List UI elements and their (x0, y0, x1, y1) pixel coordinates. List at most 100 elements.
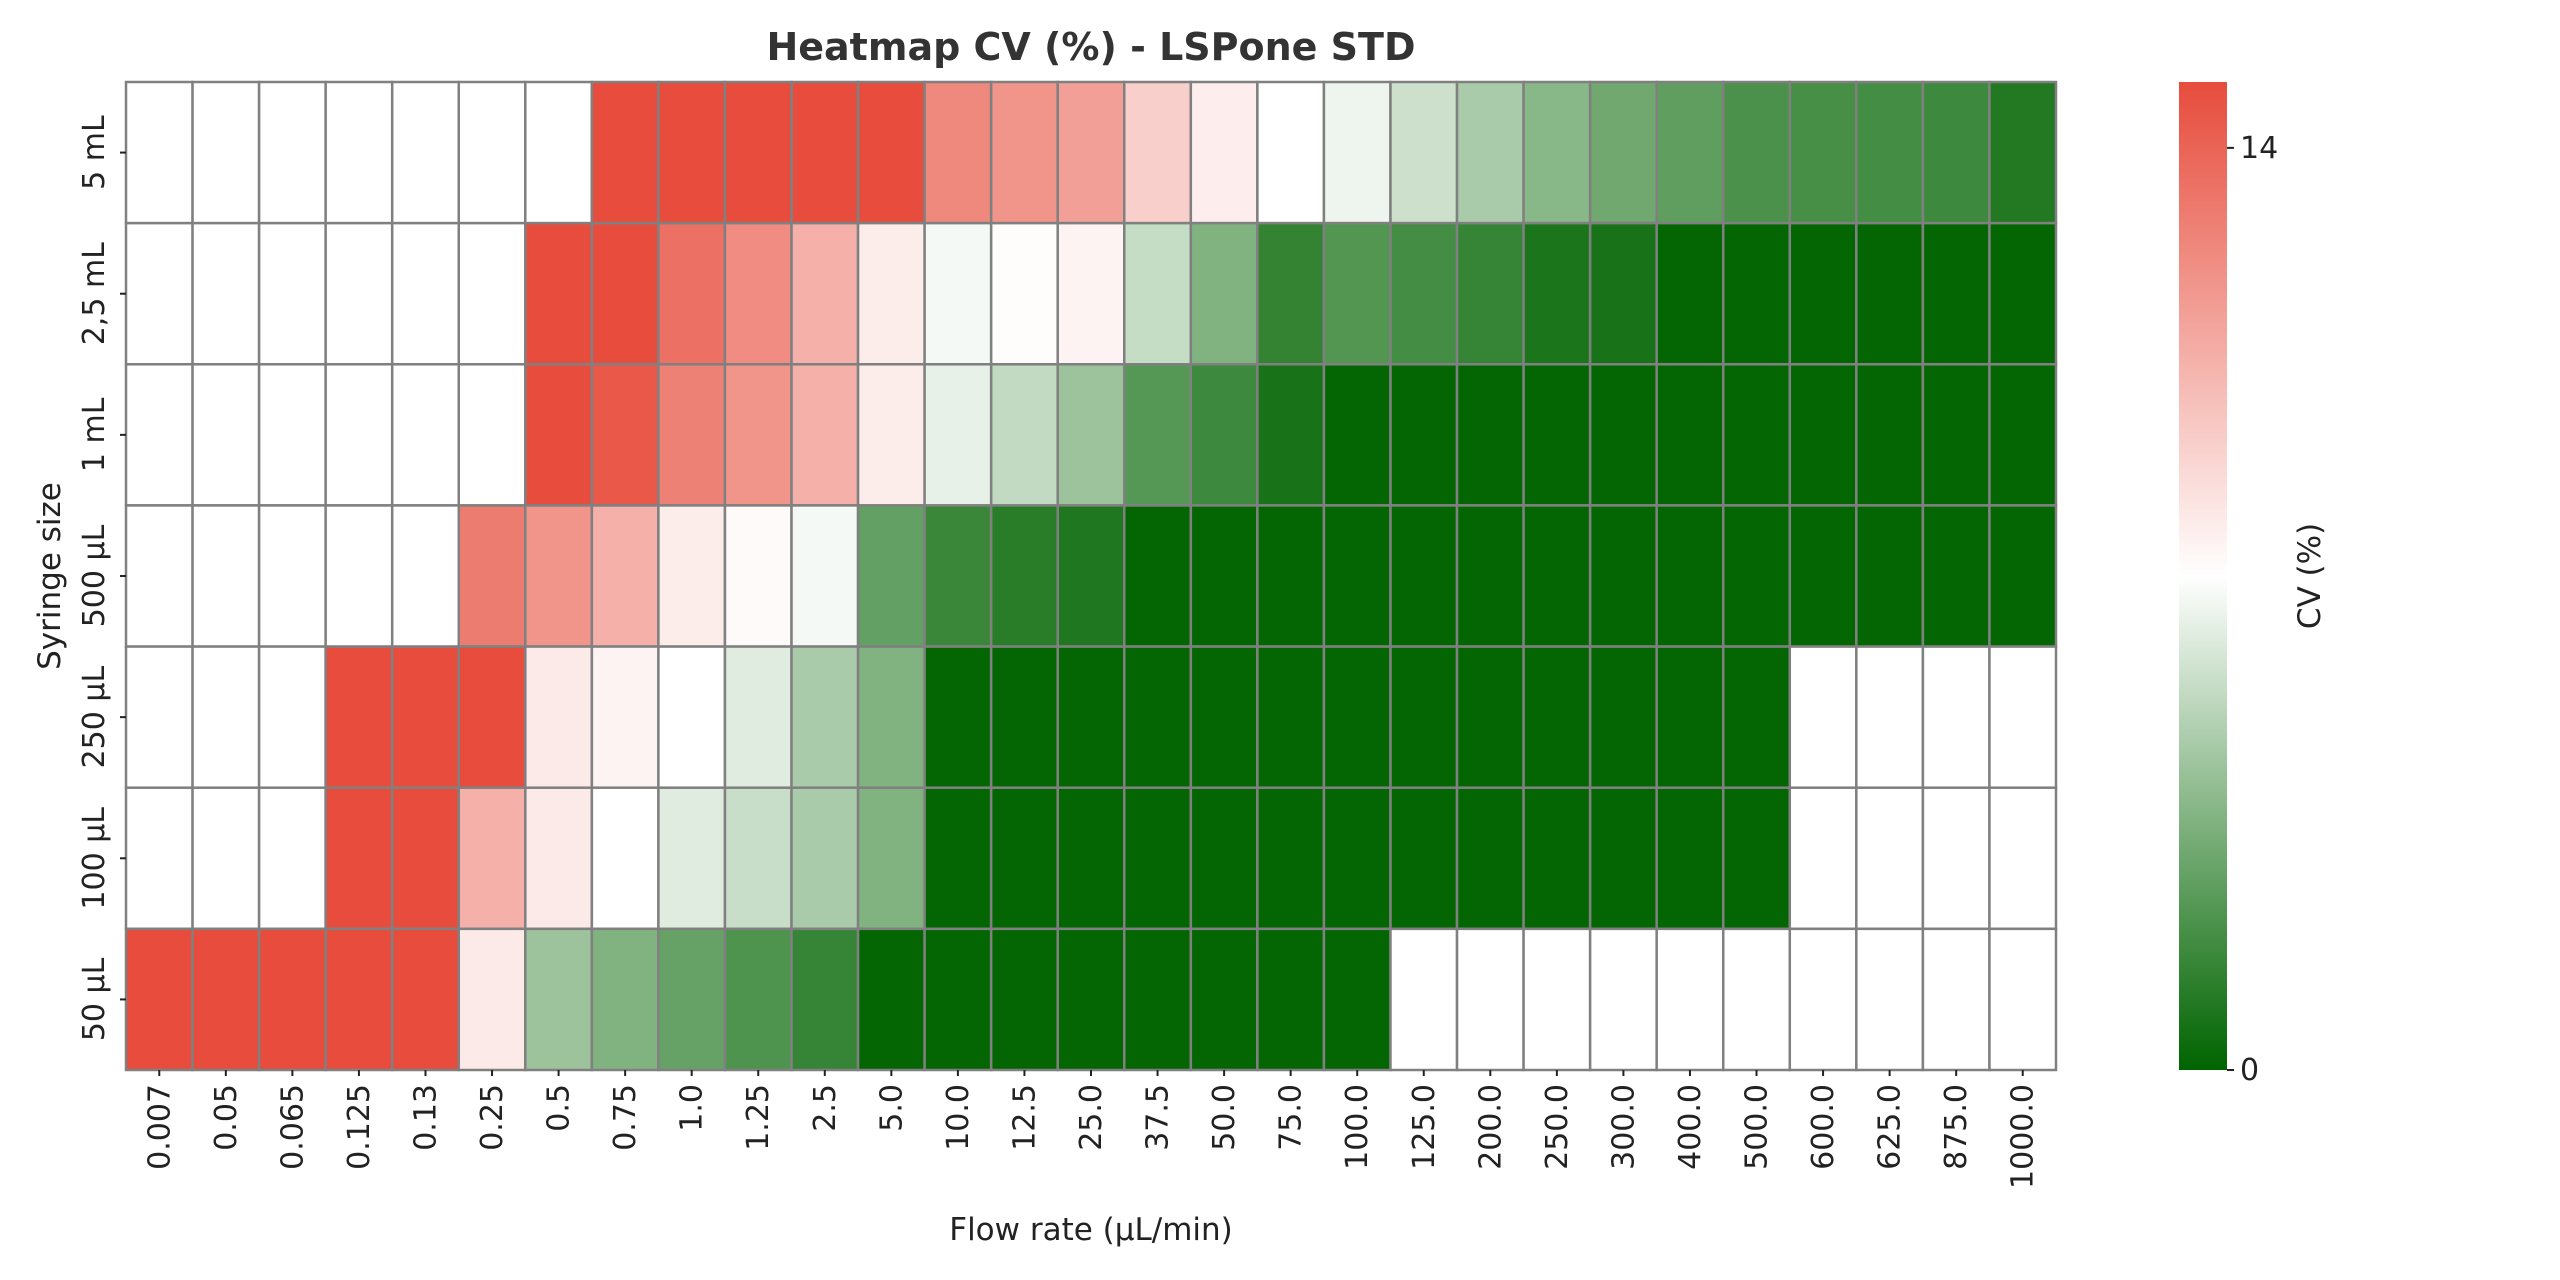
heatmap-cell (1855, 786, 1925, 931)
heatmap-cell (124, 80, 194, 225)
heatmap-cell (1056, 221, 1126, 366)
heatmap-cell (457, 927, 527, 1072)
heatmap-cell (657, 927, 727, 1072)
heatmap-cell (457, 363, 527, 507)
heatmap-cell (790, 786, 860, 931)
x-tick-label: 300.0 (1606, 1084, 1641, 1170)
heatmap-cell (1322, 80, 1392, 225)
heatmap-cell (257, 363, 327, 507)
x-tick-label: 0.05 (209, 1084, 244, 1151)
heatmap-cell (1256, 786, 1326, 931)
heatmap-cell (1788, 645, 1858, 789)
heatmap-cell (1522, 363, 1592, 507)
y-tick-label: 1 mL (77, 397, 112, 472)
x-tick-label: 1.25 (741, 1084, 776, 1151)
heatmap-cell (1056, 363, 1126, 507)
heatmap-cell (324, 645, 394, 789)
heatmap-cell (723, 504, 793, 648)
x-tick-label: 625.0 (1873, 1084, 1908, 1170)
heatmap-cell (191, 645, 261, 789)
colorbar (2179, 82, 2227, 1070)
heatmap-cell (390, 221, 461, 366)
heatmap-cell (1855, 504, 1925, 648)
heatmap-cell (790, 80, 860, 225)
heatmap-cell (324, 786, 394, 931)
y-tick-label: 2,5 mL (77, 242, 112, 345)
x-tick-label: 400.0 (1673, 1084, 1708, 1170)
x-axis-ticks: 0.007 0.05 0.065 0.125 0.13 0.25 0.5 0.75 1.0 1.2… (142, 1070, 2041, 1189)
heatmap-cell (923, 80, 993, 225)
heatmap-cell (124, 927, 194, 1072)
heatmap-cell (1322, 645, 1392, 789)
heatmap-cell (1522, 221, 1592, 366)
heatmap-cell (324, 363, 394, 507)
x-tick-label: 37.5 (1141, 1084, 1176, 1151)
heatmap-cell (1056, 504, 1126, 648)
heatmap-cell (1788, 363, 1858, 507)
heatmap-cell (1455, 927, 1525, 1072)
heatmap-cell (989, 363, 1059, 507)
heatmap-cell (457, 645, 527, 789)
x-tick-label: 10.0 (941, 1084, 976, 1151)
heatmap-cell (1588, 504, 1658, 648)
heatmap-cell (1189, 504, 1259, 648)
heatmap-cell (790, 504, 860, 648)
x-tick-label: 0.75 (608, 1084, 643, 1151)
heatmap-cell (1455, 221, 1525, 366)
heatmap-cell (457, 504, 527, 648)
heatmap-cell (1788, 786, 1858, 931)
heatmap-cell (1389, 504, 1459, 648)
heatmap-cell (1588, 221, 1658, 366)
heatmap-cells (124, 80, 2058, 1072)
heatmap-cell (1788, 927, 1858, 1072)
heatmap-cell (1588, 645, 1658, 789)
heatmap-cell (923, 504, 993, 648)
heatmap-cell (989, 645, 1059, 789)
heatmap-cell (1655, 504, 1725, 648)
heatmap-cell (1788, 221, 1858, 366)
heatmap-cell (1588, 363, 1658, 507)
heatmap-cell (390, 80, 461, 225)
heatmap-cell (1522, 80, 1592, 225)
x-tick-label: 0.5 (542, 1084, 577, 1132)
heatmap-cell (1921, 363, 1991, 507)
heatmap-cell (923, 221, 993, 366)
heatmap-cell (657, 645, 727, 789)
heatmap-cell (1855, 645, 1925, 789)
heatmap-cell (1988, 363, 2058, 507)
heatmap-cell (1322, 786, 1392, 931)
heatmap-cell (191, 786, 261, 931)
heatmap-cell (989, 786, 1059, 931)
heatmap-cell (1389, 927, 1459, 1072)
y-axis-label: Syringe size (32, 482, 68, 670)
colorbar-tick-label: 0 (2240, 1053, 2259, 1088)
heatmap-cell (1988, 645, 2058, 789)
heatmap-cell (191, 363, 261, 507)
heatmap-cell (191, 80, 261, 225)
heatmap-cell (590, 927, 660, 1072)
heatmap-cell (324, 221, 394, 366)
chart-title: Heatmap CV (%) - LSPone STD (766, 25, 1415, 69)
x-tick-label: 875.0 (1939, 1084, 1974, 1170)
heatmap-cell (524, 221, 594, 366)
heatmap-cell (1855, 927, 1925, 1072)
heatmap-cell (1455, 80, 1525, 225)
x-tick-label: 0.007 (142, 1084, 177, 1170)
heatmap-cell (1988, 786, 2058, 931)
heatmap-cell (1588, 80, 1658, 225)
heatmap-cell (1256, 927, 1326, 1072)
heatmap-cell (1855, 80, 1925, 225)
heatmap-cell (1921, 504, 1991, 648)
heatmap-cell (790, 221, 860, 366)
heatmap-cell (1256, 363, 1326, 507)
heatmap-cell (257, 927, 327, 1072)
heatmap-cell (1322, 363, 1392, 507)
heatmap-cell (1921, 80, 1991, 225)
heatmap-cell (657, 80, 727, 225)
heatmap-cell (1189, 645, 1259, 789)
heatmap-cell (457, 221, 527, 366)
heatmap-cell (1721, 363, 1792, 507)
heatmap-cell (1189, 786, 1259, 931)
heatmap-cell (257, 786, 327, 931)
heatmap-cell (856, 221, 926, 366)
